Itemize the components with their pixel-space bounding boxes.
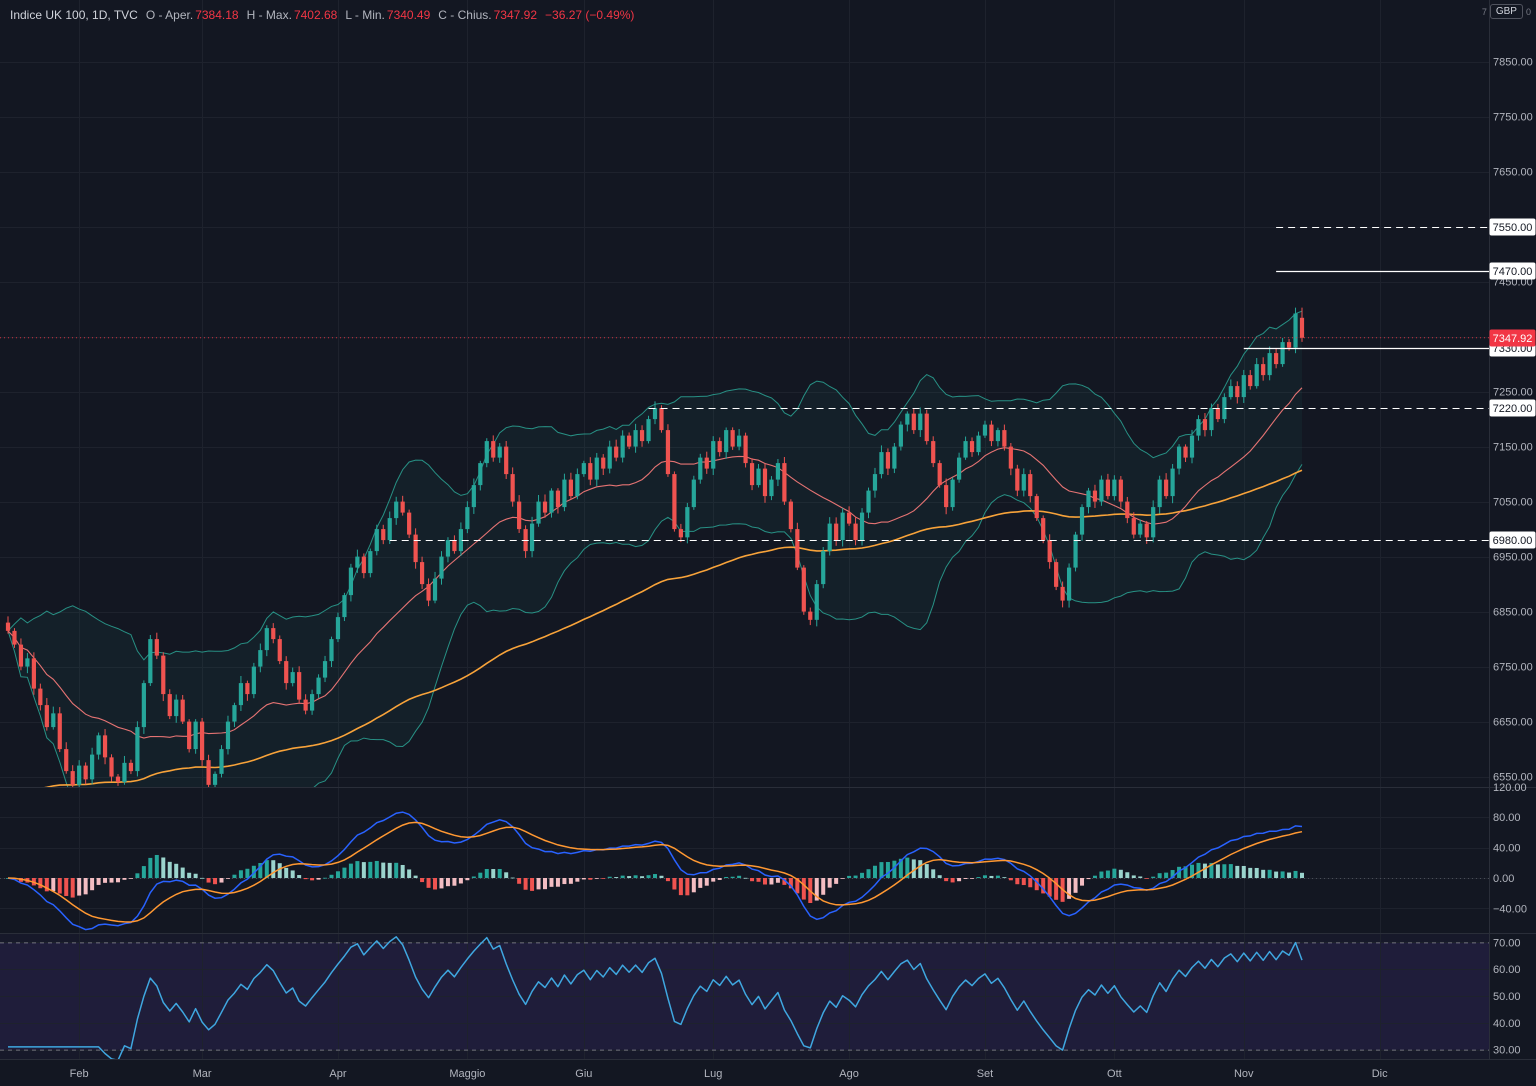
level-price-box-7220.00: 7220.00 [1489,399,1536,417]
symbol-title: Indice UK 100, 1D, TVC [10,8,138,22]
svg-text:7850.00: 7850.00 [1493,57,1533,69]
ema-100-line [44,469,1303,787]
main-pane [5,307,1305,787]
time-axis-labels: Feb Mar Apr Maggio Giu Lug Ago Set Ott Nov Dic [70,1068,1388,1080]
symbol-legend[interactable]: Indice UK 100, 1D, TVC O - Aper. 7384.18 … [10,8,634,22]
macd-histogram [6,854,1304,903]
rsi-line [8,936,1303,1059]
svg-text:Dic: Dic [1372,1068,1388,1080]
svg-text:Set: Set [977,1068,994,1080]
svg-text:70.00: 70.00 [1493,937,1521,949]
bollinger-fill [8,311,1302,787]
svg-text:7750.00: 7750.00 [1493,112,1533,124]
svg-text:60.00: 60.00 [1493,964,1521,976]
level-price-box-7470.00: 7470.00 [1489,262,1536,280]
svg-text:Maggio: Maggio [449,1068,485,1080]
macd-signal-line [7,821,1303,923]
high-label: H - Max. [246,8,292,22]
svg-text:Nov: Nov [1234,1068,1254,1080]
svg-text:7250.00: 7250.00 [1493,387,1533,399]
svg-text:Apr: Apr [329,1068,346,1080]
axis-header-prefix: 7 [1481,6,1487,17]
svg-text:Ago: Ago [839,1068,859,1080]
pane-separators [0,0,1536,1060]
svg-text:Ott: Ott [1107,1068,1122,1080]
macd-line [7,811,1303,931]
svg-text:7470.00: 7470.00 [1493,266,1533,278]
legend-open: O - Aper. 7384.18 [146,8,239,22]
svg-text:6550.00: 6550.00 [1493,772,1533,784]
axis-header-suffix: 0 [1525,6,1531,17]
svg-text:6650.00: 6650.00 [1493,717,1533,729]
legend-high: H - Max. 7402.68 [247,8,338,22]
svg-text:120.00: 120.00 [1493,782,1527,794]
svg-text:7220.00: 7220.00 [1493,403,1533,415]
svg-text:7150.00: 7150.00 [1493,442,1533,454]
svg-text:6750.00: 6750.00 [1493,662,1533,674]
svg-text:7550.00: 7550.00 [1493,222,1533,234]
svg-text:Lug: Lug [704,1068,722,1080]
svg-text:−40.00: −40.00 [1493,903,1527,915]
open-label: O - Aper. [145,8,194,22]
price-axis[interactable] [1489,0,1536,1059]
support-resistance-levels[interactable] [389,227,1489,541]
close-value: 7347.92 [493,8,538,22]
macd-pane [0,811,1489,931]
time-axis[interactable] [0,1059,1536,1086]
last-price-badge: 7347.92 [1489,329,1536,347]
svg-text:7650.00: 7650.00 [1493,167,1533,179]
candles-layer [5,307,1305,787]
svg-text:0.00: 0.00 [1493,873,1514,885]
svg-text:Feb: Feb [70,1068,89,1080]
svg-text:Giu: Giu [575,1068,592,1080]
open-value: 7384.18 [195,8,239,22]
bollinger-lower-line [7,464,1303,787]
svg-text:40.00: 40.00 [1493,843,1521,855]
svg-text:7450.00: 7450.00 [1493,277,1533,289]
close-label: C - Chius. [438,8,492,22]
change-value: −36.27 (−0.49%) [545,8,635,22]
level-price-box-6980.00: 6980.00 [1489,531,1536,549]
svg-text:50.00: 50.00 [1493,991,1521,1003]
svg-text:6950.00: 6950.00 [1493,552,1533,564]
low-value: 7340.49 [386,8,431,22]
legend-low: L - Min. 7340.49 [345,8,430,22]
high-value: 7402.68 [293,8,338,22]
svg-text:6980.00: 6980.00 [1493,535,1533,547]
currency-label: GBP [1489,4,1523,19]
low-label: L - Min. [345,8,385,22]
sma-20-line [7,387,1303,739]
rsi-pane [0,936,1489,1059]
legend-close: C - Chius. 7347.92 [438,8,537,22]
svg-text:40.00: 40.00 [1493,1018,1521,1030]
svg-text:7050.00: 7050.00 [1493,497,1533,509]
svg-text:Mar: Mar [193,1068,212,1080]
currency-toggle[interactable]: 7 GBP 0 [1482,4,1531,19]
svg-text:7347.92: 7347.92 [1493,333,1533,345]
svg-text:6850.00: 6850.00 [1493,607,1533,619]
level-price-box-7550.00: 7550.00 [1489,218,1536,236]
svg-text:30.00: 30.00 [1493,1045,1521,1057]
svg-text:80.00: 80.00 [1493,812,1521,824]
